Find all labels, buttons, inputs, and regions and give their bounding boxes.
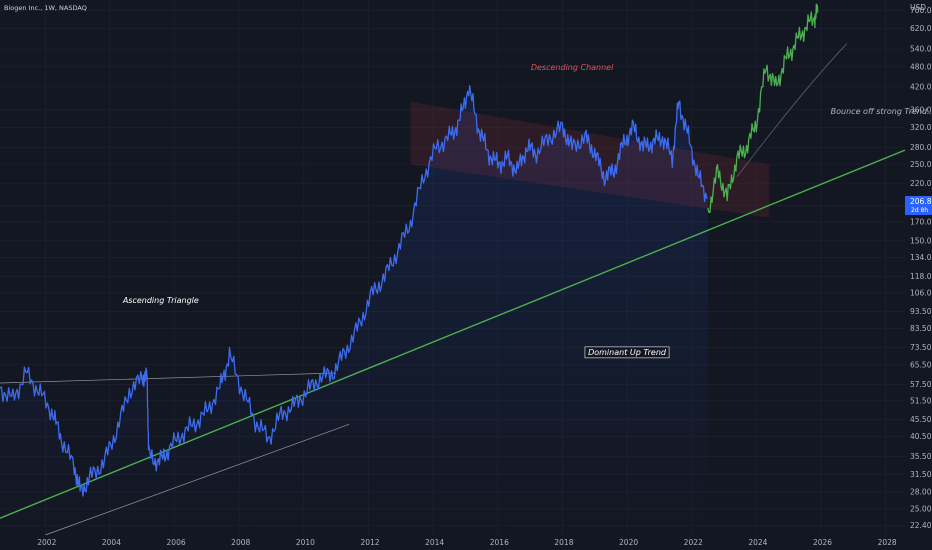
- projection-curve: [736, 43, 848, 178]
- x-tick-label: 2012: [360, 538, 379, 547]
- descending-channel-zone: [410, 101, 770, 218]
- y-tick-label: 540.00: [910, 45, 932, 54]
- x-tick-label: 2010: [296, 538, 315, 547]
- y-tick-label: 250.00: [910, 160, 932, 169]
- y-tick-label: 45.50: [910, 415, 932, 424]
- y-tick-label: 150.00: [910, 236, 932, 245]
- x-tick-label: 2008: [231, 538, 250, 547]
- chart-annotation[interactable]: Descending Channel: [531, 63, 614, 72]
- y-tick-label: 134.00: [910, 253, 932, 262]
- x-tick-label: 2002: [37, 538, 56, 547]
- chart-annotation[interactable]: Dominant Up Trend: [588, 348, 667, 357]
- y-tick-label: 57.50: [910, 380, 932, 389]
- x-tick-label: 2022: [684, 538, 703, 547]
- y-tick-label: 106.00: [910, 288, 932, 297]
- y-tick-label: 280.00: [910, 143, 932, 152]
- y-tick-label: 25.00: [910, 504, 932, 513]
- y-tick-label: 22.40: [910, 521, 932, 530]
- last-price-value: 206.89: [910, 197, 932, 206]
- y-tick-label: 93.50: [910, 307, 932, 316]
- x-tick-label: 2014: [425, 538, 444, 547]
- y-tick-label: 40.50: [910, 432, 932, 441]
- time-axis-bg: [0, 535, 905, 550]
- x-tick-label: 2020: [619, 538, 638, 547]
- triangle-line[interactable]: [45, 423, 350, 536]
- y-tick-label: 170.00: [910, 218, 932, 227]
- symbol-header[interactable]: Biogen Inc., 1W, NASDAQ: [4, 4, 87, 12]
- projected-price-line[interactable]: [707, 3, 819, 213]
- triangle-line[interactable]: [0, 372, 337, 384]
- x-tick-label: 2018: [554, 538, 573, 547]
- y-tick-label: 420.00: [910, 82, 932, 91]
- y-tick-label: 65.50: [910, 360, 932, 369]
- y-tick-label: 360.00: [910, 105, 932, 114]
- y-tick-label: 220.00: [910, 179, 932, 188]
- last-price-tag: 206.89 2d 8h: [905, 196, 932, 215]
- chart-annotation[interactable]: Ascending Triangle: [122, 296, 199, 305]
- y-tick-label: 73.50: [910, 343, 932, 352]
- y-tick-label: 51.50: [910, 396, 932, 405]
- y-tick-label: 28.00: [910, 487, 932, 496]
- y-tick-label: 620.00: [910, 24, 932, 33]
- annotation-box: [584, 346, 670, 359]
- x-tick-label: 2028: [878, 538, 897, 547]
- y-tick-label: 118.00: [910, 272, 932, 281]
- y-tick-label: 31.50: [910, 470, 932, 479]
- historical-price-line[interactable]: [0, 85, 708, 497]
- price-countdown: 2d 8h: [911, 207, 928, 214]
- currency-label: USD: [910, 3, 926, 12]
- y-tick-label: 320.00: [910, 123, 932, 132]
- y-tick-label: 700.00: [910, 6, 932, 15]
- x-tick-label: 2004: [102, 538, 121, 547]
- x-tick-label: 2026: [813, 538, 832, 547]
- price-area-fill: [0, 85, 708, 535]
- x-tick-label: 2024: [748, 538, 767, 547]
- chart-annotation[interactable]: Bounce off strong Trend...: [831, 107, 932, 116]
- y-tick-label: 35.50: [910, 452, 932, 461]
- price-axis-bg: [905, 0, 932, 550]
- x-tick-label: 2016: [490, 538, 509, 547]
- x-tick-label: 2006: [167, 538, 186, 547]
- y-tick-label: 83.50: [910, 324, 932, 333]
- y-tick-label: 480.00: [910, 62, 932, 71]
